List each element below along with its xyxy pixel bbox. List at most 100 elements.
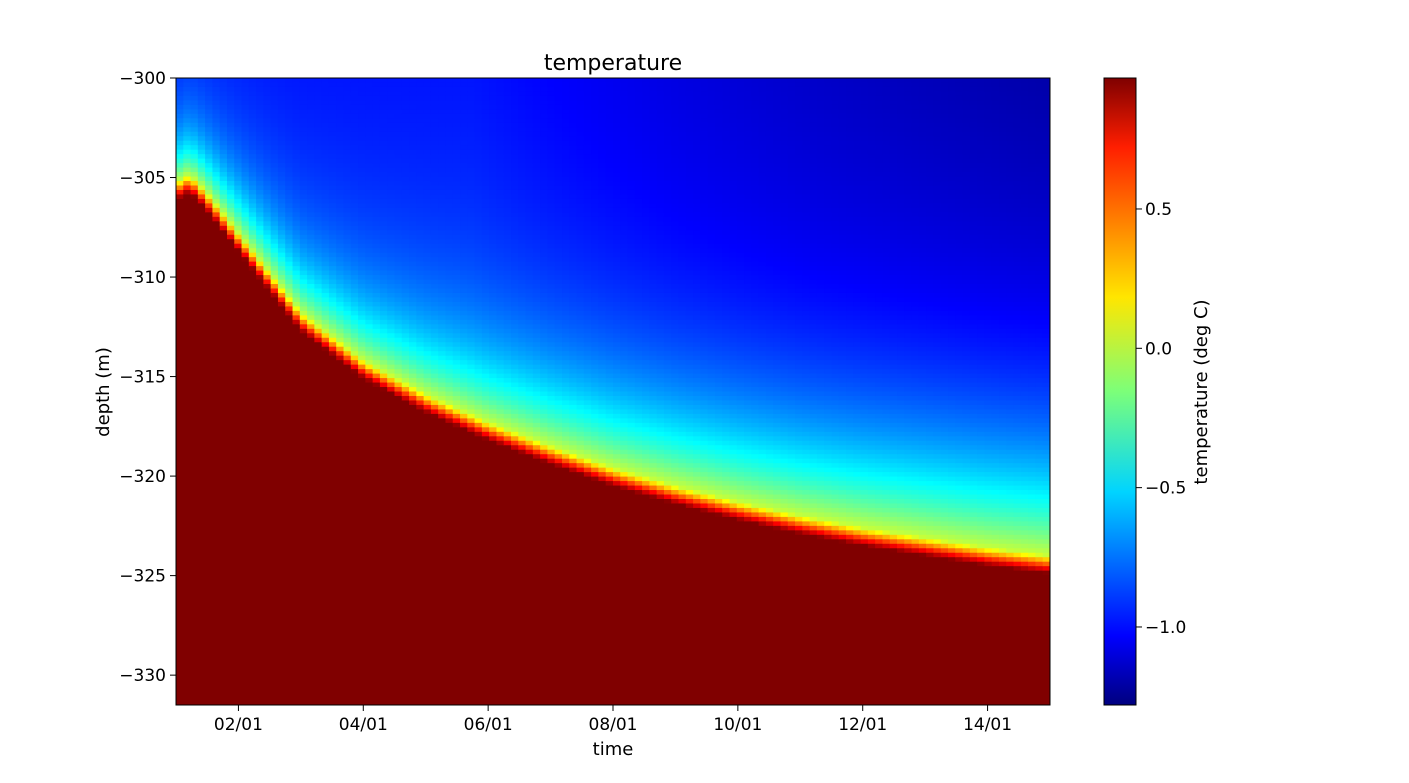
heatmap-cell (285, 136, 294, 142)
heatmap-cell (241, 543, 250, 549)
heatmap-cell (409, 588, 417, 594)
heatmap-cell (321, 570, 330, 576)
heatmap-cell (270, 86, 279, 93)
heatmap-cell (212, 463, 221, 469)
heatmap-cell (263, 198, 272, 204)
heatmap-cell (321, 387, 330, 393)
heatmap-cell (365, 530, 374, 536)
heatmap-cell (205, 664, 214, 670)
heatmap-cell (263, 557, 272, 563)
heatmap-cell (321, 498, 330, 505)
heatmap-cell (365, 225, 374, 231)
heatmap-cell (401, 221, 410, 227)
heatmap-cell (416, 566, 425, 572)
heatmap-cell (190, 682, 199, 688)
heatmap-cell (372, 606, 381, 612)
heatmap-cell (241, 387, 250, 393)
heatmap-cell (387, 221, 396, 227)
heatmap-cell (416, 239, 425, 245)
heatmap-cell (343, 351, 352, 357)
heatmap-cell (234, 270, 243, 276)
heatmap-cell (212, 118, 221, 124)
heatmap-cell (350, 310, 359, 316)
heatmap-cell (226, 118, 235, 124)
heatmap-cell (212, 333, 221, 339)
heatmap-cell (321, 149, 330, 155)
heatmap-cell (343, 503, 352, 509)
heatmap-cell (423, 548, 432, 554)
heatmap-cell (234, 584, 243, 590)
heatmap-cell (205, 122, 214, 128)
heatmap-cell (277, 131, 286, 137)
heatmap-cell (226, 194, 235, 200)
heatmap-cell (299, 91, 308, 97)
heatmap-cell (299, 127, 308, 133)
heatmap-cell (416, 261, 425, 267)
heatmap-cell (409, 539, 417, 545)
heatmap-cell (350, 440, 359, 446)
heatmap-cell (409, 687, 417, 693)
heatmap-cell (365, 498, 374, 505)
heatmap-cell (183, 440, 192, 446)
heatmap-cell (379, 225, 388, 231)
heatmap-cell (430, 310, 439, 316)
heatmap-cell (387, 476, 396, 482)
heatmap-cell (212, 601, 221, 608)
heatmap-cell (277, 440, 286, 446)
heatmap-cell (205, 570, 214, 576)
heatmap-cell (205, 82, 214, 88)
heatmap-cell (183, 624, 192, 630)
heatmap-cell (285, 436, 294, 442)
heatmap-cell (409, 243, 417, 249)
heatmap-cell (430, 445, 439, 451)
heatmap-cell (234, 543, 243, 549)
heatmap-cell (387, 127, 396, 133)
heatmap-cell (292, 288, 301, 294)
heatmap-cell (212, 306, 221, 312)
heatmap-cell (336, 382, 345, 388)
heatmap-cell (299, 387, 308, 393)
heatmap-cell (212, 284, 221, 290)
heatmap-cell (292, 216, 301, 222)
heatmap-cell (365, 140, 374, 146)
heatmap-cell (358, 485, 366, 491)
heatmap-cell (183, 198, 192, 204)
heatmap-cell (321, 225, 330, 231)
heatmap-cell (197, 476, 206, 482)
heatmap-cell (416, 539, 425, 545)
heatmap-cell (263, 261, 272, 267)
heatmap-cell (256, 454, 264, 460)
heatmap-cell (292, 230, 301, 236)
heatmap-cell (423, 521, 432, 527)
heatmap-cell (387, 413, 396, 419)
heatmap-cell (372, 615, 381, 621)
heatmap-cell (379, 189, 388, 196)
heatmap-cell (387, 507, 396, 514)
heatmap-cell (197, 337, 206, 343)
heatmap-cell (328, 257, 337, 263)
heatmap-cell (423, 476, 432, 482)
heatmap-cell (197, 516, 206, 522)
heatmap-cell (285, 507, 294, 514)
heatmap-cell (372, 664, 381, 670)
heatmap-cell (226, 261, 235, 267)
heatmap-cell (387, 512, 396, 518)
heatmap-cell (197, 194, 206, 200)
heatmap-cell (176, 655, 184, 661)
heatmap-cell (176, 181, 184, 187)
heatmap-cell (270, 118, 279, 124)
heatmap-cell (292, 284, 301, 290)
heatmap-cell (241, 346, 250, 352)
heatmap-cell (321, 266, 330, 272)
heatmap-cell (328, 619, 337, 625)
heatmap-cell (248, 449, 257, 455)
heatmap-cell (321, 660, 330, 666)
heatmap-cell (205, 333, 214, 339)
heatmap-cell (183, 400, 192, 406)
heatmap-cell (248, 597, 257, 603)
heatmap-cell (336, 297, 345, 303)
heatmap-cell (226, 557, 235, 563)
heatmap-cell (358, 678, 366, 684)
heatmap-cell (430, 364, 439, 370)
heatmap-cell (365, 351, 374, 357)
